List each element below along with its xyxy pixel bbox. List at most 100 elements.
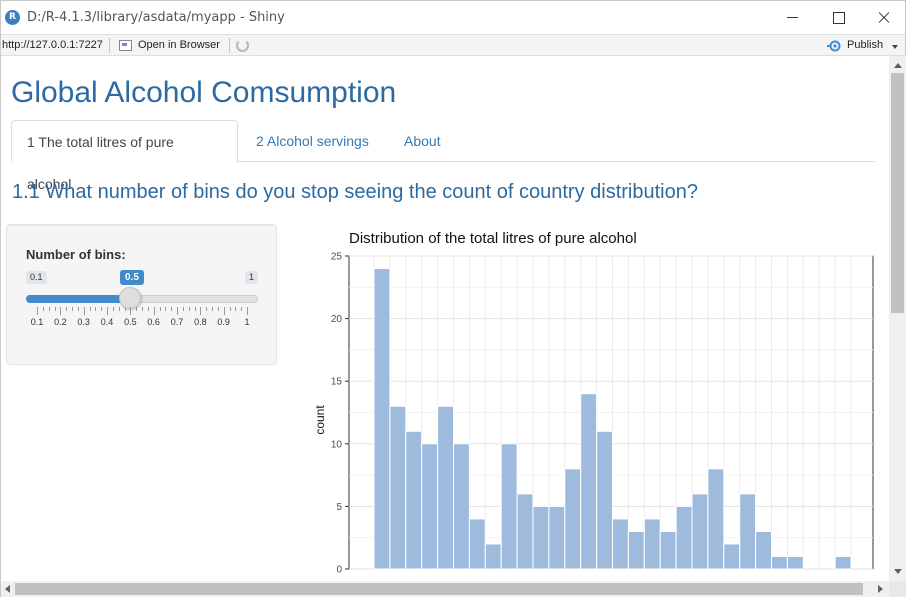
page-title: Global Alcohol Comsumption [11, 76, 397, 109]
slider-minor-tick [136, 307, 138, 311]
vertical-scroll-thumb[interactable] [891, 73, 904, 313]
slider-tick-label: 0.8 [194, 317, 207, 327]
histogram-bar [500, 443, 518, 570]
horizontal-scrollbar[interactable] [1, 581, 889, 597]
app-content: Global Alcohol Comsumption 1 The total l… [1, 56, 889, 581]
slider-tick-label: 0.3 [77, 317, 90, 327]
slider-minor-tick [188, 307, 190, 311]
slider-min-label: 0.1 [26, 271, 47, 284]
tab-alcohol-servings[interactable]: 2 Alcohol servings [256, 133, 369, 149]
histogram-bar [612, 518, 629, 570]
toolbar-separator [229, 38, 230, 53]
histogram-bar [373, 268, 391, 570]
minimize-button[interactable] [769, 1, 815, 34]
slider-minor-tick [48, 307, 50, 311]
histogram-plot: Distribution of the total litres of pure… [313, 230, 874, 576]
refresh-icon[interactable] [236, 39, 249, 52]
slider-tick [177, 307, 178, 315]
slider-tick-label: 1 [244, 317, 250, 327]
slider-value-label: 0.5 [120, 270, 144, 285]
publish-dropdown-icon[interactable] [892, 45, 898, 49]
vertical-scrollbar[interactable] [889, 56, 906, 581]
slider-minor-tick [194, 307, 196, 311]
scroll-down-icon[interactable] [894, 569, 902, 574]
slider-tick [107, 307, 108, 315]
open-in-browser-icon[interactable] [119, 40, 132, 51]
histogram-bar [580, 393, 598, 570]
horizontal-scroll-thumb[interactable] [15, 583, 863, 595]
slider-tick-label: 0.4 [100, 317, 114, 327]
slider-tick-label: 0.2 [54, 317, 67, 327]
publish-button[interactable]: Publish [847, 39, 884, 51]
histogram-bar [643, 518, 661, 570]
window-title: D:/R-4.1.3/library/asdata/myapp - Shiny [27, 10, 285, 25]
slider-minor-tick [182, 307, 184, 311]
histogram-bar [755, 530, 773, 570]
histogram-bar [739, 493, 757, 570]
maximize-button[interactable] [815, 1, 861, 34]
slider-tick [60, 307, 62, 315]
close-button[interactable] [861, 1, 906, 34]
slider-minor-tick [42, 307, 44, 311]
slider-minor-tick [206, 307, 208, 311]
slider-minor-tick [66, 307, 68, 311]
y-tick-label: 25 [331, 252, 343, 263]
slider-tick [130, 307, 132, 315]
y-tick-label: 20 [331, 314, 343, 325]
histogram-bar [405, 430, 423, 570]
slider-minor-tick [54, 307, 56, 311]
histogram-bar [596, 430, 614, 570]
slider-minor-tick [124, 307, 126, 311]
toolbar-separator [109, 38, 110, 53]
slider-tick [37, 307, 38, 315]
slider-minor-tick [147, 307, 149, 311]
y-tick-label: 0 [336, 565, 342, 576]
publish-icon[interactable] [827, 40, 843, 52]
slider-tick-label: 0.7 [170, 317, 184, 327]
slider-tick [200, 307, 202, 315]
tabset: 1 The total litres of pure alcohol 2 Alc… [11, 120, 875, 192]
tab-about[interactable]: About [404, 133, 441, 149]
open-in-browser-button[interactable]: Open in Browser [138, 39, 220, 51]
url-label[interactable]: http://127.0.0.1:7227 [2, 39, 103, 51]
histogram-bar [627, 530, 645, 570]
slider-tick [83, 307, 85, 315]
slider-minor-tick [77, 307, 79, 311]
slider-minor-tick [159, 307, 161, 311]
slider-minor-tick [217, 307, 219, 311]
slider-minor-tick [89, 307, 91, 311]
histogram-bar [691, 493, 709, 570]
slider-tick-label: 0.5 [124, 317, 137, 327]
tab-total-litres[interactable]: 1 The total litres of pure alcohol [11, 120, 238, 192]
r-app-icon: R [5, 10, 20, 25]
y-axis-label: count [313, 405, 327, 435]
slider-handle[interactable] [119, 287, 141, 309]
slider-minor-tick [112, 307, 114, 311]
histogram-bar [437, 405, 455, 570]
histogram-bar [484, 543, 502, 570]
histogram-bar [771, 555, 788, 570]
slider-tick-label: 0.1 [30, 317, 44, 327]
histogram-bar [659, 530, 677, 570]
y-tick-label: 15 [331, 377, 343, 388]
slider-tick-label: 0.6 [147, 317, 160, 327]
viewer-toolbar: http://127.0.0.1:7227 Open in Browser Pu… [1, 34, 905, 56]
histogram-bar [453, 443, 470, 570]
slider-tick [153, 307, 155, 315]
histogram-bar [389, 405, 407, 570]
slider-minor-tick [118, 307, 120, 311]
slider-max-label: 1 [245, 271, 259, 284]
slider-minor-tick [229, 307, 231, 311]
plot-area: 0 5 10 15 20 25 [331, 252, 874, 576]
scroll-up-icon[interactable] [894, 63, 902, 68]
scroll-left-icon[interactable] [5, 585, 10, 593]
slider-minor-tick [165, 307, 167, 311]
slider-tick [247, 307, 248, 315]
sidebar-panel: Number of bins: 0.1 1 0.5 0.1 0.2 0.3 0.4 0.… [6, 224, 277, 365]
scroll-right-icon[interactable] [878, 585, 883, 593]
histogram-bar [834, 555, 852, 570]
histogram-bar [421, 443, 439, 570]
histogram-bar [548, 505, 566, 570]
histogram-bar [675, 505, 693, 570]
